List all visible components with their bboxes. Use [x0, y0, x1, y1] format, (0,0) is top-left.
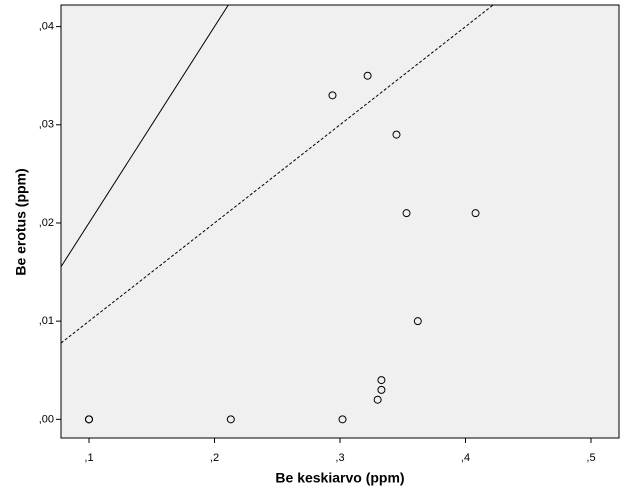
point	[377, 376, 386, 385]
y-tick-label: ,01	[39, 315, 54, 327]
point	[392, 130, 401, 139]
point	[413, 317, 422, 326]
x-tick-label: ,4	[461, 452, 470, 464]
point	[328, 91, 337, 100]
point	[373, 395, 382, 404]
point	[363, 71, 372, 80]
point	[226, 415, 235, 424]
x-tick-label: ,5	[586, 452, 595, 464]
y-tick-label: ,04	[39, 21, 54, 33]
plot-area	[60, 4, 620, 439]
point	[84, 415, 93, 424]
point	[338, 415, 347, 424]
x-tick-label: ,1	[84, 452, 93, 464]
point	[377, 385, 386, 394]
point	[402, 209, 411, 218]
y-tick-label: ,02	[39, 217, 54, 229]
reference-line	[61, 5, 229, 268]
y-axis-title: Be erotus (ppm)	[13, 168, 29, 275]
x-axis-title: Be keskiarvo (ppm)	[275, 470, 404, 486]
x-tick-label: ,3	[335, 452, 344, 464]
y-tick-label: ,00	[39, 413, 54, 425]
x-tick-label: ,2	[210, 452, 219, 464]
point	[471, 209, 480, 218]
y-tick-label: ,03	[39, 119, 54, 131]
